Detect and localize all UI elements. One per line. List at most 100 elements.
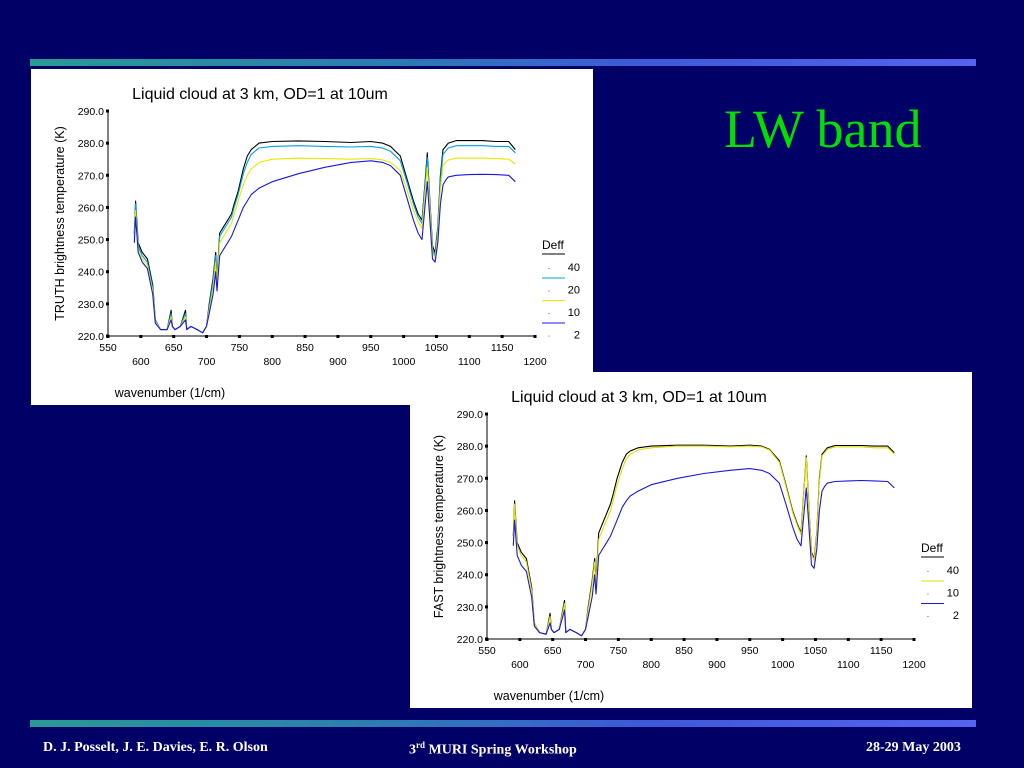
x-tick-label-lower: 900 (708, 659, 726, 671)
legend-marker: · (548, 287, 551, 296)
y-tick-mark (106, 302, 109, 306)
y-tick-label: 220.0 (78, 331, 104, 343)
y-tick-label: 250.0 (457, 538, 483, 550)
x-tick-label-lower: 1000 (392, 356, 416, 368)
x-tick-label-upper: 550 (478, 645, 496, 657)
x-tick-mark (748, 638, 752, 641)
legend-marker: · (927, 612, 930, 621)
legend-label-40: 40 (568, 262, 580, 274)
series-line-10 (133, 157, 516, 334)
x-tick-label-upper: 750 (231, 342, 249, 354)
y-tick-label: 270.0 (457, 473, 483, 485)
x-tick-label-lower: 800 (263, 356, 281, 368)
x-tick-label-lower: 600 (132, 356, 150, 368)
x-tick-mark (139, 335, 143, 338)
x-tick-mark (912, 638, 916, 641)
y-tick-label: 260.0 (457, 505, 483, 517)
x-tick-mark (813, 638, 817, 641)
y-tick-mark (485, 508, 488, 512)
x-tick-mark (518, 638, 522, 641)
series-line-2 (512, 468, 895, 637)
x-tick-label-lower: 600 (511, 659, 529, 671)
x-tick-mark (434, 335, 438, 338)
x-tick-label-lower: 1100 (458, 356, 481, 368)
x-tick-label-lower: 700 (198, 356, 216, 368)
x-tick-label-upper: 650 (165, 342, 183, 354)
x-tick-mark (781, 638, 785, 641)
truth-chart-panel: Liquid cloud at 3 km, OD=1 at 10um 290.0 2… (31, 69, 593, 405)
y-axis-title: FAST brightness temperature (K) (432, 435, 446, 618)
y-tick-mark (106, 238, 109, 242)
x-tick-label-upper: 1050 (804, 645, 828, 657)
legend-label-10: 10 (568, 307, 580, 319)
x-tick-mark (270, 335, 274, 338)
y-tick-label: 230.0 (457, 602, 483, 614)
y-tick-label: 230.0 (78, 299, 104, 311)
y-tick-mark (485, 412, 488, 416)
y-tick-mark (485, 444, 488, 448)
chart-title: Liquid cloud at 3 km, OD=1 at 10um (511, 389, 767, 406)
y-tick-label: 290.0 (78, 106, 104, 118)
x-tick-label-upper: 1150 (870, 645, 893, 657)
x-tick-label-lower: 1100 (837, 659, 860, 671)
x-tick-mark (303, 335, 307, 338)
x-tick-label-upper: 1050 (425, 342, 449, 354)
y-tick-mark (485, 541, 488, 545)
x-axis-title: wavenumber (1/cm) (493, 689, 604, 703)
x-tick-label-upper: 1150 (491, 342, 514, 354)
y-tick-label: 240.0 (457, 570, 483, 582)
y-tick-label: 240.0 (78, 267, 104, 279)
x-tick-mark (715, 638, 719, 641)
series-line-20 (133, 145, 516, 334)
x-axis-title: wavenumber (1/cm) (114, 386, 225, 400)
x-tick-label-upper: 650 (544, 645, 562, 657)
x-tick-mark (369, 335, 373, 338)
x-tick-label-upper: 850 (675, 645, 693, 657)
series-line-10 (512, 445, 895, 637)
x-tick-label-lower: 1200 (902, 659, 926, 671)
footer-date: 28-29 May 2003 (866, 740, 961, 755)
legend-marker: · (927, 567, 930, 576)
y-axis-title: TRUTH brightness temperature (K) (53, 126, 67, 321)
x-tick-label-lower: 1200 (523, 356, 547, 368)
x-tick-label-lower: 1000 (771, 659, 795, 671)
x-tick-mark (205, 335, 209, 338)
legend-title: Deff (921, 541, 943, 555)
y-tick-label: 280.0 (457, 441, 483, 453)
legend-label-20: 20 (568, 285, 580, 297)
truth-chart: Liquid cloud at 3 km, OD=1 at 10um 290.0 2… (53, 86, 580, 400)
y-tick-label: 290.0 (457, 409, 483, 421)
fast-chart-panel: Liquid cloud at 3 km, OD=1 at 10um 290.0 2… (410, 372, 972, 708)
legend-marker: · (548, 309, 551, 318)
legend-label-2: 2 (574, 330, 580, 342)
top-divider-bar (30, 59, 976, 66)
y-tick-mark (106, 141, 109, 145)
slide-title: LW band (724, 99, 922, 159)
x-tick-mark (846, 638, 850, 641)
x-tick-mark (336, 335, 340, 338)
x-tick-label-upper: 950 (362, 342, 380, 354)
x-tick-label-upper: 750 (610, 645, 628, 657)
footer-workshop-suffix: rd (416, 740, 425, 750)
y-tick-mark (106, 270, 109, 274)
x-tick-mark (485, 638, 489, 641)
footer-authors: D. J. Posselt, J. E. Davies, E. R. Olson (43, 740, 268, 755)
x-tick-label-upper: 950 (741, 645, 759, 657)
y-tick-label: 220.0 (457, 634, 483, 646)
legend-marker: · (927, 590, 930, 599)
y-tick-label: 260.0 (78, 202, 104, 214)
legend-marker: · (548, 264, 551, 273)
footer-workshop-rest: MURI Spring Workshop (425, 742, 577, 758)
legend-title: Deff (542, 238, 564, 252)
x-tick-mark (402, 335, 406, 338)
x-tick-label-lower: 800 (642, 659, 660, 671)
x-tick-mark (500, 335, 504, 338)
y-tick-label: 250.0 (78, 235, 104, 247)
fast-chart: Liquid cloud at 3 km, OD=1 at 10um 290.0 2… (432, 389, 959, 703)
y-tick-mark (485, 605, 488, 609)
series-line-40 (133, 140, 516, 334)
footer-workshop-ordinal: 3 (409, 742, 416, 758)
x-tick-mark (467, 335, 471, 338)
x-tick-label-upper: 850 (296, 342, 314, 354)
x-tick-mark (551, 638, 555, 641)
